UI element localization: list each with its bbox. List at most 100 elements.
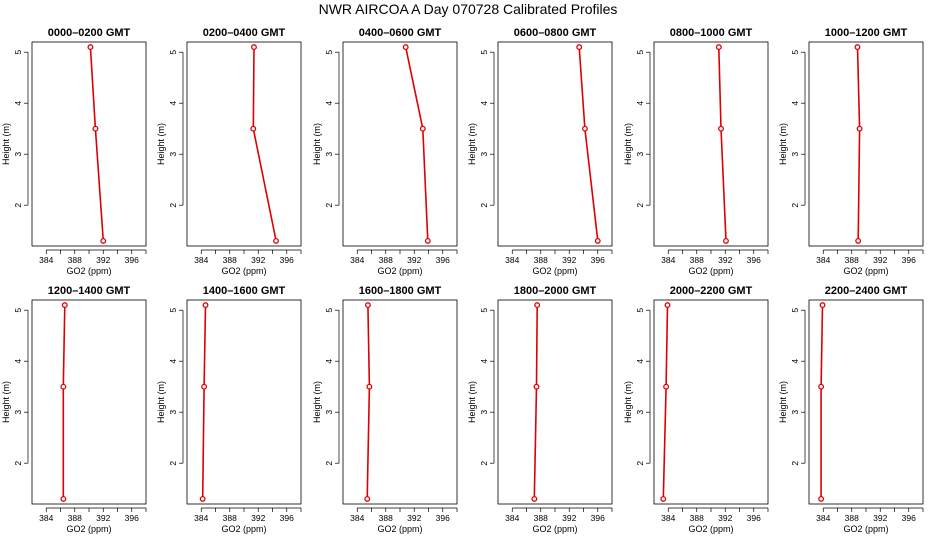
y-tick-label: 4 — [168, 101, 178, 106]
y-tick-label: 5 — [168, 50, 178, 55]
x-tick-label: 384 — [505, 255, 519, 265]
x-tick-label: 392 — [96, 513, 110, 523]
x-tick-label: 392 — [562, 255, 576, 265]
profile-line — [578, 47, 599, 241]
x-tick-label: 396 — [125, 513, 139, 523]
profile-point — [366, 383, 373, 390]
x-tick-label: 384 — [661, 255, 675, 265]
plot-frame — [653, 41, 769, 247]
y-axis-label: Height (m) — [467, 123, 477, 165]
x-tick-label: 392 — [251, 513, 265, 523]
x-axis-label: GO2 (ppm) — [532, 266, 577, 276]
y-tick-label: 4 — [13, 359, 23, 364]
x-axis-label: GO2 (ppm) — [377, 524, 422, 534]
profile-point — [201, 383, 208, 390]
y-axis-label: Height (m) — [623, 381, 633, 423]
x-tick-label: 384 — [816, 255, 830, 265]
y-tick-label: 2 — [13, 461, 23, 466]
x-tick-label: 396 — [280, 513, 294, 523]
profile-line — [366, 305, 371, 499]
y-tick-label: 3 — [479, 410, 489, 415]
profile-point — [60, 495, 67, 502]
x-tick-label: 396 — [747, 255, 761, 265]
x-tick-label: 388 — [68, 255, 82, 265]
x-tick-label: 384 — [350, 513, 364, 523]
y-tick-label: 5 — [790, 308, 800, 313]
x-axis-label: GO2 (ppm) — [66, 266, 111, 276]
x-tick-label: 388 — [845, 255, 859, 265]
plot-frame — [497, 41, 613, 247]
profile-point — [60, 383, 67, 390]
profile-panel: 1800–2000 GMT 384 388 392 396 GO2 (ppm) 2 3 4 5 He… — [467, 285, 613, 534]
x-tick-label: 384 — [350, 255, 364, 265]
plot-frame — [808, 41, 924, 247]
y-tick-label: 5 — [13, 308, 23, 313]
x-tick-label: 388 — [223, 513, 237, 523]
y-tick-label: 3 — [479, 152, 489, 157]
profile-point — [818, 495, 825, 502]
panel-title: 1400–1600 GMT — [203, 285, 286, 297]
y-tick-label: 4 — [635, 359, 645, 364]
x-tick-label: 396 — [280, 255, 294, 265]
profile-point — [594, 237, 601, 244]
x-axis-label: GO2 (ppm) — [843, 524, 888, 534]
panel-title: 1000–1200 GMT — [825, 27, 908, 39]
x-tick-label: 396 — [591, 513, 605, 523]
profile-point — [100, 237, 107, 244]
profile-line — [252, 47, 277, 242]
x-axis-label: GO2 (ppm) — [221, 266, 266, 276]
profile-point — [663, 383, 670, 390]
profile-point — [250, 125, 257, 132]
panels-group: 0000–0200 GMT 384 388 392 396 GO2 (ppm) 2 3 4 5 He… — [1, 27, 924, 534]
y-tick-label: 3 — [324, 152, 334, 157]
x-tick-label: 392 — [562, 513, 576, 523]
x-tick-label: 384 — [505, 513, 519, 523]
y-tick-label: 5 — [790, 50, 800, 55]
plot-frame — [31, 41, 147, 247]
y-axis-label: Height (m) — [1, 381, 11, 423]
y-tick-label: 2 — [635, 203, 645, 208]
profile-point — [854, 44, 861, 51]
x-tick-label: 384 — [194, 513, 208, 523]
y-tick-label: 5 — [479, 308, 489, 313]
profile-point — [660, 495, 667, 502]
profile-point — [364, 302, 371, 309]
profile-point — [819, 302, 826, 309]
profile-point — [856, 125, 863, 132]
y-tick-label: 2 — [479, 461, 489, 466]
x-tick-label: 384 — [661, 513, 675, 523]
profile-panel: 2000–2200 GMT 384 388 392 396 GO2 (ppm) 2 3 4 5 He… — [623, 285, 769, 534]
x-axis-label: GO2 (ppm) — [66, 524, 111, 534]
y-tick-label: 2 — [324, 461, 334, 466]
profile-panel: 0400–0600 GMT 384 388 392 396 GO2 (ppm) 2 3 4 5 He… — [312, 27, 458, 276]
profile-point — [92, 125, 99, 132]
profile-point — [199, 495, 206, 502]
y-tick-label: 2 — [790, 203, 800, 208]
y-tick-label: 3 — [168, 152, 178, 157]
x-tick-label: 392 — [873, 513, 887, 523]
y-tick-label: 4 — [790, 359, 800, 364]
x-tick-label: 388 — [690, 255, 704, 265]
profile-point — [855, 237, 862, 244]
profile-point — [715, 44, 722, 51]
profile-point — [273, 237, 280, 244]
x-axis-label: GO2 (ppm) — [221, 524, 266, 534]
x-tick-label: 392 — [407, 513, 421, 523]
y-tick-label: 3 — [635, 410, 645, 415]
profile-point — [664, 302, 671, 309]
y-tick-label: 5 — [13, 50, 23, 55]
y-tick-label: 2 — [168, 461, 178, 466]
profile-line — [201, 305, 207, 499]
x-tick-label: 396 — [436, 255, 450, 265]
y-tick-label: 4 — [479, 101, 489, 106]
profile-point — [61, 302, 68, 309]
profile-point — [533, 383, 540, 390]
x-tick-label: 392 — [96, 255, 110, 265]
x-tick-label: 396 — [747, 513, 761, 523]
y-tick-label: 2 — [13, 203, 23, 208]
profile-line — [856, 47, 861, 241]
x-axis-label: GO2 (ppm) — [843, 266, 888, 276]
x-axis-label: GO2 (ppm) — [688, 524, 733, 534]
y-tick-label: 3 — [168, 410, 178, 415]
panel-title: 2000–2200 GMT — [670, 285, 753, 297]
